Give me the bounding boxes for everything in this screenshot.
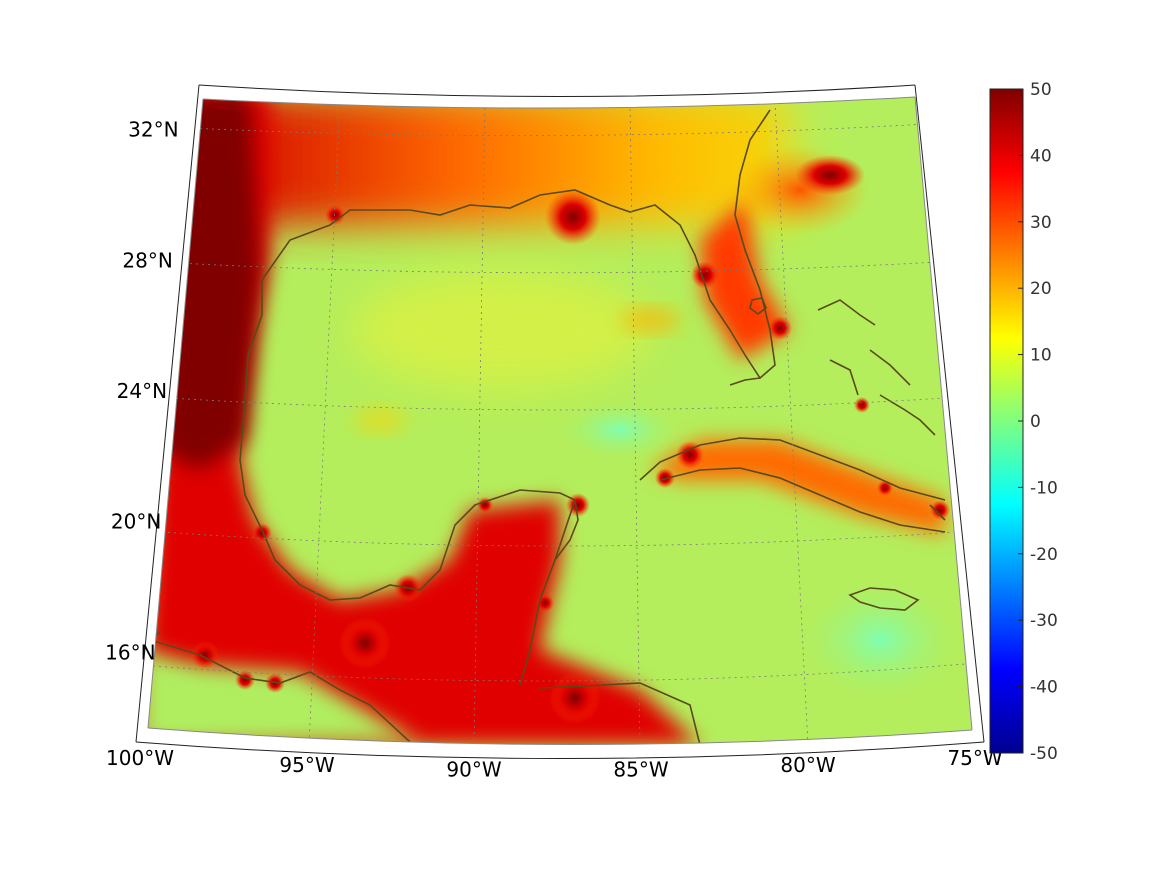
colorbar-tick-label-8: -30 (1030, 611, 1058, 631)
colorbar-tick-label-10: -50 (1030, 744, 1058, 764)
lat-tick-label-4: 16°N (105, 640, 155, 664)
colorbar-tick-label-9: -40 (1030, 678, 1058, 698)
data-field (148, 97, 972, 745)
hispaniola-edge (929, 504, 946, 521)
jamaica (848, 587, 920, 611)
lat-tick-label-0: 32°N (128, 118, 178, 142)
yucatan-east (554, 499, 579, 561)
colorbar-tick-labels: 50 40 30 20 10 0 -10 -20 -30 -40 -50 (1018, 80, 1058, 764)
colorbar: 50 40 30 20 10 0 -10 -20 -30 -40 -50 (989, 80, 1058, 764)
florida-keys (729, 377, 761, 386)
colorbar-tick-label-7: -20 (1030, 545, 1058, 565)
longitude-tick-labels: 100°W 95°W 90°W 85°W 80°W 75°W (106, 746, 1003, 781)
gulf-coast (149, 109, 776, 745)
bahamas (817, 299, 936, 436)
map-frame (135, 84, 985, 759)
colorbar-tick-label-3: 20 (1030, 279, 1052, 299)
cuba (639, 437, 946, 533)
graticule (152, 99, 966, 745)
coastlines (149, 109, 946, 745)
colorbar-tick-label-0: 50 (1030, 80, 1052, 100)
lat-tick-label-2: 24°N (117, 379, 167, 403)
lon-tick-label-2: 90°W (446, 757, 501, 781)
lon-tick-label-3: 85°W (613, 757, 668, 781)
colorbar-tick-label-5: 0 (1030, 412, 1041, 432)
lon-tick-label-0: 100°W (106, 746, 174, 770)
colorbar-tick-label-2: 30 (1030, 213, 1052, 233)
colorbar-gradient (989, 88, 1024, 754)
lon-tick-label-4: 80°W (780, 753, 835, 777)
colorbar-tick-label-6: -10 (1030, 478, 1058, 498)
lat-tick-label-1: 28°N (122, 248, 172, 272)
lake-okeechobee (749, 297, 767, 315)
colorbar-tick-label-4: 10 (1030, 346, 1052, 366)
lon-tick-label-1: 95°W (279, 753, 334, 777)
latitude-tick-labels: 32°N 28°N 24°N 20°N 16°N (105, 118, 178, 665)
colorbar-tick-label-1: 40 (1030, 146, 1052, 166)
lat-tick-label-3: 20°N (111, 510, 161, 534)
